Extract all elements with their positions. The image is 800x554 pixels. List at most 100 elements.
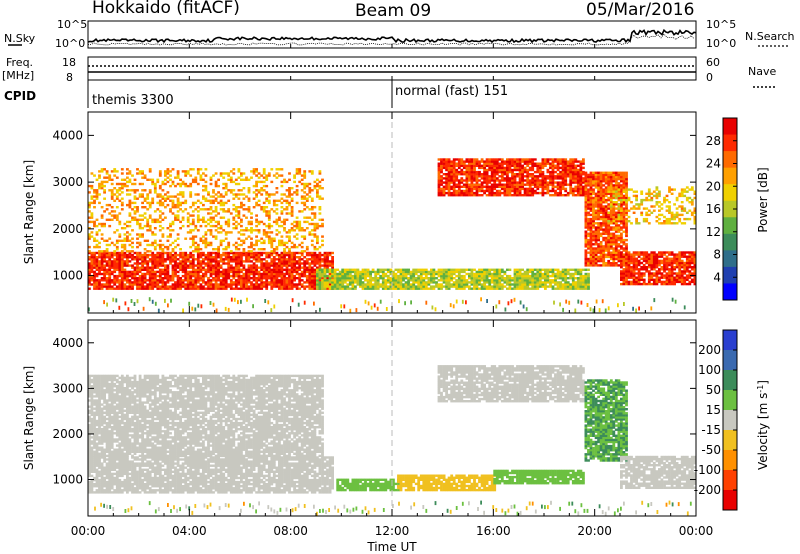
- cell: [252, 243, 256, 247]
- cell: [516, 185, 519, 188]
- cell: [440, 274, 443, 278]
- cell: [316, 253, 319, 257]
- cell: [551, 175, 555, 178]
- cell: [607, 198, 611, 202]
- cell: [146, 201, 150, 205]
- cell: [148, 227, 152, 230]
- cell: [280, 201, 284, 205]
- cell: [113, 210, 117, 213]
- cell: [131, 277, 134, 280]
- cell: [278, 260, 281, 263]
- cell: [240, 220, 243, 224]
- cell: [594, 236, 598, 240]
- cell: [113, 187, 117, 190]
- cell: [138, 182, 142, 186]
- cell: [508, 181, 512, 184]
- cell: [141, 176, 144, 179]
- cell: [460, 281, 464, 284]
- cell: [442, 274, 446, 278]
- cell: [460, 158, 464, 161]
- cell: [209, 279, 213, 282]
- cell: [232, 258, 236, 261]
- cell: [176, 193, 180, 196]
- cell: [498, 179, 502, 182]
- cell: [592, 257, 595, 261]
- cell: [118, 279, 122, 282]
- cell: [126, 281, 129, 284]
- cell: [569, 268, 573, 271]
- cell: [209, 229, 213, 232]
- cell: [493, 175, 497, 178]
- cell: [131, 264, 134, 267]
- cell: [300, 250, 304, 253]
- cell: [422, 281, 426, 284]
- cell: [280, 193, 284, 196]
- cell: [156, 258, 160, 261]
- cell: [214, 197, 218, 200]
- cell: [536, 283, 540, 286]
- cell: [278, 279, 281, 282]
- cell: [171, 182, 175, 186]
- cell: [278, 274, 281, 278]
- cell: [338, 279, 342, 282]
- cell: [470, 281, 474, 284]
- cell: [222, 208, 226, 211]
- cell: [153, 233, 157, 236]
- cell: [126, 264, 129, 267]
- cell: [285, 201, 289, 205]
- cell: [191, 253, 195, 257]
- cell: [369, 272, 372, 276]
- cell: [98, 266, 101, 269]
- cell: [478, 189, 481, 193]
- cell: [212, 283, 215, 286]
- cell: [602, 245, 606, 248]
- cell: [189, 260, 193, 263]
- cell: [186, 266, 190, 269]
- cell: [468, 274, 471, 278]
- cell: [115, 279, 119, 282]
- cell: [110, 197, 114, 200]
- cell: [447, 160, 451, 163]
- cell: [219, 193, 223, 196]
- cell: [483, 268, 486, 271]
- cell: [153, 256, 157, 259]
- cell: [293, 253, 296, 257]
- cell: [490, 173, 494, 176]
- cell: [513, 177, 517, 180]
- cell: [202, 189, 205, 192]
- cell: [171, 195, 175, 198]
- cell: [105, 272, 109, 276]
- cell: [298, 243, 302, 247]
- cell: [361, 274, 365, 278]
- cell: [607, 262, 611, 265]
- cell: [326, 285, 329, 288]
- cell: [516, 191, 519, 195]
- cell: [146, 224, 150, 228]
- cell: [120, 260, 124, 263]
- cell: [305, 251, 309, 255]
- cell: [323, 274, 327, 278]
- cell: [465, 194, 469, 197]
- cell: [554, 177, 557, 180]
- cell: [153, 227, 157, 230]
- cell: [313, 283, 317, 286]
- cell: [493, 162, 497, 165]
- cell: [267, 281, 271, 284]
- cell: [488, 175, 492, 178]
- cell: [582, 179, 585, 182]
- cell: [108, 218, 112, 221]
- cell: [397, 268, 400, 271]
- cell: [234, 208, 238, 211]
- cell: [526, 179, 530, 182]
- cell: [151, 220, 155, 224]
- cell: [554, 160, 557, 163]
- cell: [288, 191, 291, 194]
- cell: [506, 177, 509, 180]
- cell: [321, 197, 324, 200]
- cell: [483, 270, 486, 274]
- cell: [169, 222, 172, 226]
- cell: [331, 264, 334, 267]
- cell: [217, 285, 220, 288]
- cell: [280, 253, 284, 257]
- cell: [495, 170, 499, 174]
